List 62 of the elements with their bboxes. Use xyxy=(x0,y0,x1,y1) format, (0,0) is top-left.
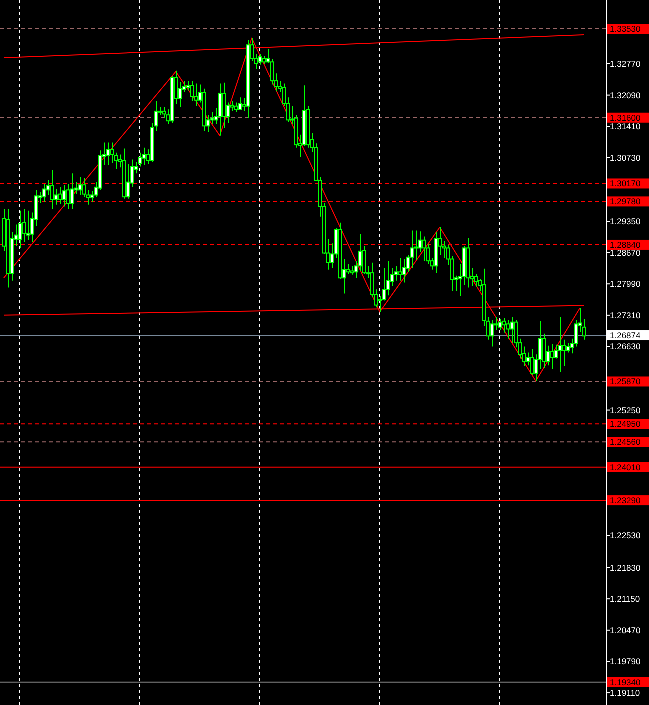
candlestick xyxy=(558,316,562,374)
candlestick xyxy=(106,142,110,166)
y-tick-label: 1.28670 xyxy=(610,248,641,258)
ref-line-label: 1.30170 xyxy=(610,178,641,189)
candlestick xyxy=(346,264,350,274)
ref-line-label: 1.29780 xyxy=(610,196,641,207)
y-tick-label: 1.32090 xyxy=(610,90,641,100)
candlestick xyxy=(234,102,238,113)
candlestick xyxy=(398,258,402,282)
candlestick xyxy=(178,81,182,108)
candlestick xyxy=(194,83,198,107)
y-tick-label: 1.27310 xyxy=(610,310,641,320)
candlestick xyxy=(142,147,146,166)
candlestick xyxy=(42,184,46,203)
candlestick xyxy=(70,173,74,210)
ref-line-label: 1.33530 xyxy=(610,24,641,34)
ref-line-label: 1.28840 xyxy=(610,240,641,250)
candlestick xyxy=(386,260,390,296)
y-tick-label: 1.27990 xyxy=(610,279,641,290)
candlestick xyxy=(54,188,58,206)
ref-line-label: 1.24560 xyxy=(610,437,641,448)
candlestick xyxy=(498,318,502,331)
candlestick xyxy=(562,339,566,368)
candlestick xyxy=(18,210,22,249)
candlestick xyxy=(490,320,494,348)
candlestick xyxy=(410,230,414,268)
candlestick xyxy=(566,342,570,354)
candlestick xyxy=(126,164,130,200)
y-tick-label: 1.26630 xyxy=(610,342,641,352)
candlestick xyxy=(238,97,242,112)
ref-line-label: 1.24950 xyxy=(610,419,641,430)
candlestick xyxy=(506,320,510,340)
candlestick xyxy=(218,83,222,136)
candlestick xyxy=(550,343,554,370)
candlestick xyxy=(58,186,62,204)
y-tick-label: 1.22530 xyxy=(610,530,641,541)
candlestick xyxy=(26,210,30,241)
candlestick xyxy=(222,82,226,129)
y-tick-label: 1.32770 xyxy=(610,58,641,69)
candlestick xyxy=(62,184,66,208)
ref-line-label: 1.23290 xyxy=(610,496,641,506)
candlestick xyxy=(510,316,514,344)
y-tick-label: 1.21150 xyxy=(610,594,640,604)
y-tick-label: 1.29350 xyxy=(610,216,641,226)
y-tick-label: 1.30730 xyxy=(610,152,641,163)
y-tick-label: 1.25250 xyxy=(610,405,641,416)
y-tick-label: 1.31410 xyxy=(610,122,641,132)
ref-line-label: 1.19340 xyxy=(610,677,641,688)
candlestick xyxy=(66,184,70,210)
y-tick-label: 1.20470 xyxy=(610,625,641,636)
y-tick-label: 1.21830 xyxy=(610,562,641,573)
ref-line-label: 1.24010 xyxy=(610,462,641,472)
candlestick xyxy=(50,170,54,210)
ref-line-label: 1.25870 xyxy=(610,376,641,387)
ref-line-label: 1.31600 xyxy=(610,112,641,123)
candlestick xyxy=(402,258,406,284)
candlestick xyxy=(422,236,426,262)
candlestick xyxy=(258,54,262,66)
ref-line-label: 1.26874 xyxy=(610,330,641,340)
y-tick-label: 1.19110 xyxy=(610,688,640,698)
y-tick-label: 1.19790 xyxy=(610,656,641,667)
candlestick xyxy=(78,176,82,196)
